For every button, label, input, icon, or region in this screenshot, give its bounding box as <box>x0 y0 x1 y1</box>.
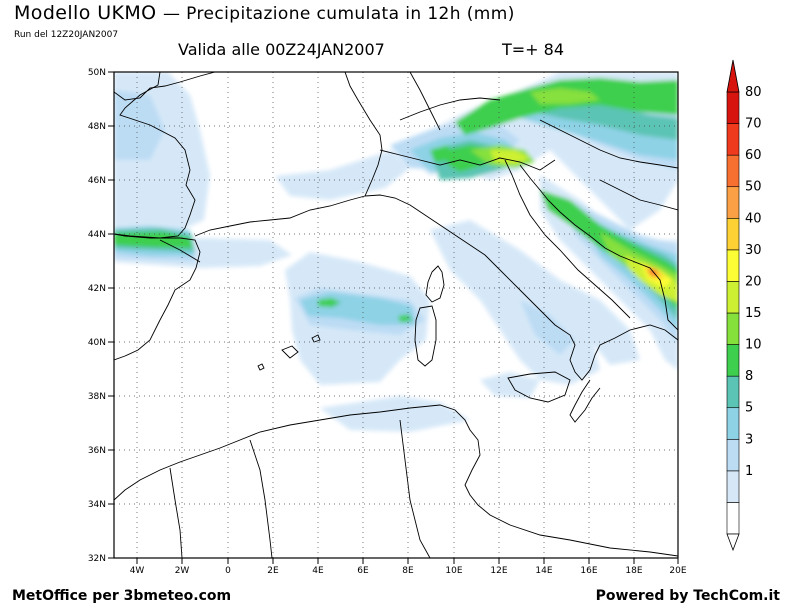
legend-level-label: 3 <box>745 432 753 447</box>
legend-level-label: 8 <box>745 369 753 384</box>
forecast-step: T=+ 84 <box>502 40 565 59</box>
lon-label: 0 <box>225 566 231 576</box>
longitude-labels: 4W 2W 0 2E 4E 6E 8E 10E 12E 14E 16E 18E … <box>130 566 687 576</box>
lon-label: 6E <box>357 566 369 576</box>
legend-swatch <box>726 312 740 345</box>
legend-level-label: 20 <box>745 274 762 289</box>
lon-label: 20E <box>669 566 686 576</box>
lon-label: 2E <box>267 566 279 576</box>
map-subtitle: — Precipitazione cumulata in 12h (mm) <box>162 4 515 24</box>
lat-label: 36N <box>88 446 106 456</box>
latitude-labels: 50N 48N 46N 44N 42N 40N 38N 36N 34N 32N <box>88 68 106 564</box>
lat-label: 42N <box>88 284 106 294</box>
legend-swatch <box>726 186 740 219</box>
legend-level-label: 15 <box>745 306 762 321</box>
legend-swatch <box>726 217 740 251</box>
legend-level-label: 30 <box>745 243 762 258</box>
axis-ticks <box>108 71 679 564</box>
map-frame <box>113 71 679 559</box>
map-grid <box>114 72 678 558</box>
lat-label: 32N <box>88 554 106 564</box>
legend-swatch <box>726 91 740 124</box>
lon-label: 4W <box>130 566 145 576</box>
lat-label: 50N <box>88 68 106 78</box>
lat-label: 48N <box>88 122 106 132</box>
legend-level-label: 1 <box>745 464 753 479</box>
legend-level-label: 40 <box>745 211 762 226</box>
lon-label: 2W <box>175 566 190 576</box>
legend-swatch <box>726 438 740 472</box>
legend-swatch <box>726 154 740 188</box>
lon-label: 18E <box>625 566 642 576</box>
legend-level-label: 5 <box>745 401 753 416</box>
lat-label: 34N <box>88 500 106 510</box>
legend-swatch <box>726 375 740 409</box>
valid-time: Valida alle 00Z24JAN2007 <box>178 40 385 59</box>
run-info: Run del 12Z20JAN2007 <box>14 30 119 40</box>
lat-label: 40N <box>88 338 106 348</box>
legend-max-arrow <box>726 59 740 93</box>
lon-label: 4E <box>312 566 324 576</box>
legend-swatch <box>726 281 740 314</box>
legend-swatch <box>726 249 740 282</box>
legend-min-arrow <box>726 533 740 552</box>
lon-label: 10E <box>445 566 462 576</box>
legend-level-label: 50 <box>745 180 762 195</box>
precipitation-field <box>114 72 678 432</box>
legend-swatch <box>726 470 740 503</box>
legend-level-label: 60 <box>745 148 762 163</box>
lat-label: 38N <box>88 392 106 402</box>
lon-label: 16E <box>580 566 597 576</box>
legend-level-label: 10 <box>745 338 762 353</box>
legend-level-label: 70 <box>745 117 762 132</box>
legend-swatch <box>726 502 740 535</box>
lon-label: 14E <box>535 566 552 576</box>
legend-swatch <box>726 344 740 377</box>
footer-credit-left: MetOffice per 3bmeteo.com <box>12 588 232 604</box>
legend-swatch <box>726 407 740 440</box>
lon-label: 8E <box>402 566 414 576</box>
lat-label: 46N <box>88 176 106 186</box>
model-name: Modello UKMO <box>14 2 157 24</box>
legend-level-label: 80 <box>745 85 762 100</box>
lon-label: 12E <box>490 566 507 576</box>
coastlines <box>114 72 678 558</box>
footer-credit-right: Powered by TechCom.it <box>595 588 780 604</box>
lat-label: 44N <box>88 230 106 240</box>
legend-swatch <box>726 123 740 156</box>
color-legend: 80 70 60 50 40 30 20 15 10 8 5 3 1 <box>726 59 762 552</box>
map-title: Modello UKMO — Precipitazione cumulata i… <box>14 2 515 24</box>
